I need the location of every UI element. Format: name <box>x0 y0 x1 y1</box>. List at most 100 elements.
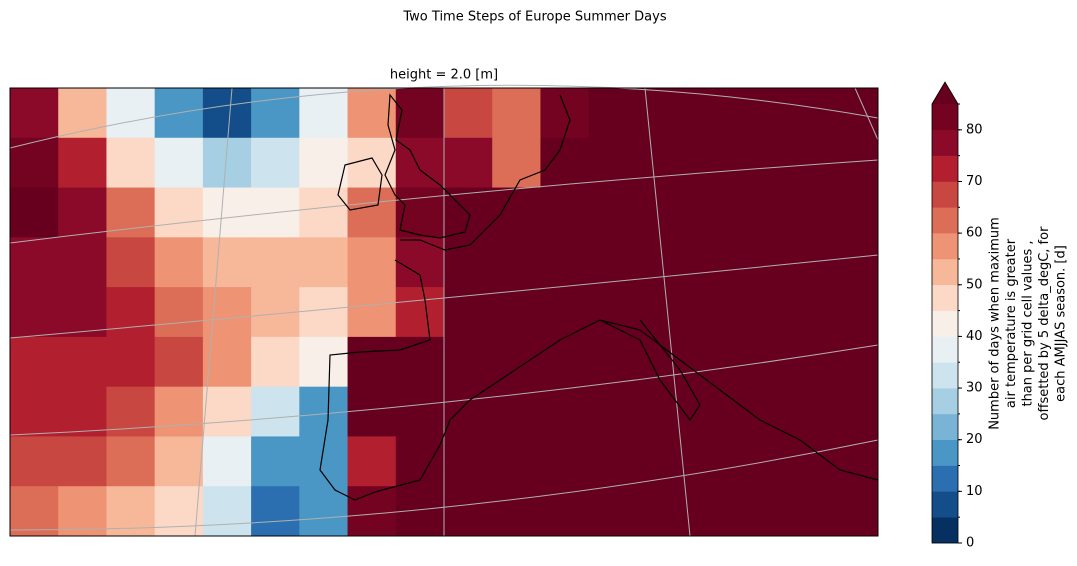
map-cell <box>685 237 734 288</box>
map-cell <box>395 336 445 388</box>
colorbar-segment <box>932 336 958 363</box>
map-cell <box>636 436 686 487</box>
continent-coast <box>400 94 571 251</box>
map-cell <box>10 486 59 537</box>
map-cell <box>540 137 590 189</box>
map-cell <box>829 187 879 238</box>
map-cell <box>299 137 349 189</box>
map-cell <box>58 436 107 487</box>
map-cell <box>10 287 59 338</box>
map-cell <box>154 137 204 189</box>
map-cell <box>10 137 59 189</box>
map-cell <box>685 88 734 139</box>
map-cell <box>347 486 397 537</box>
map-cell <box>251 137 300 189</box>
map-cell <box>347 187 397 238</box>
colorbar-segment <box>932 233 958 260</box>
map-cell <box>492 237 541 288</box>
map-cell <box>588 386 638 437</box>
map-cell <box>299 187 349 238</box>
colorbar-tick-label: 60 <box>966 226 983 241</box>
map-cell <box>58 336 107 388</box>
colorbar-segment <box>932 207 958 234</box>
map-cell <box>444 287 493 338</box>
map-cell <box>636 336 686 388</box>
map-cell <box>492 386 541 437</box>
coastline <box>319 93 879 501</box>
map-cell <box>492 187 541 238</box>
map-cell <box>444 336 493 388</box>
map-cell <box>58 187 107 238</box>
map-cell <box>781 486 831 537</box>
map-cell <box>588 436 638 487</box>
colorbar-tick-label: 30 <box>966 381 983 396</box>
colorbar-segment <box>932 439 958 466</box>
map-cell <box>299 336 349 388</box>
colorbar-segment <box>932 104 958 131</box>
map-cell <box>154 187 204 238</box>
colorbar-extend-arrow <box>932 82 958 104</box>
map-cell <box>685 336 734 388</box>
map-cell <box>685 436 734 487</box>
colorbar-tick-label: 0 <box>966 536 974 551</box>
longitude-line <box>644 87 691 537</box>
map-cell <box>829 88 879 139</box>
map-cell <box>395 436 445 487</box>
map-cell <box>154 287 204 338</box>
map-cell <box>202 88 252 139</box>
map-cell <box>58 486 107 537</box>
map-cell <box>299 237 349 288</box>
map-cell <box>588 336 638 388</box>
map-cell <box>492 336 541 388</box>
map-cell <box>106 187 156 238</box>
colorbar-label: each AMJJAS season. [d] <box>1054 245 1069 402</box>
colorbar-label: than per grid cell values , <box>1021 240 1036 406</box>
map-cell <box>588 88 638 139</box>
colorbar-segment <box>932 155 958 182</box>
map-cell <box>492 486 541 537</box>
map-cell <box>781 336 831 388</box>
map-cell <box>154 386 204 437</box>
map-cell <box>781 386 831 437</box>
colorbar-segment <box>932 465 958 492</box>
map-cell <box>829 436 879 487</box>
colorbar-segment <box>932 388 958 415</box>
map-cell <box>10 187 59 238</box>
map-cell <box>58 237 107 288</box>
map-cell <box>540 486 590 537</box>
map-cell <box>492 137 541 189</box>
map-cells <box>10 88 879 537</box>
map-cell <box>685 486 734 537</box>
map-cell <box>251 386 300 437</box>
map-cell <box>347 237 397 288</box>
map-cell <box>733 386 783 437</box>
map-cell <box>299 287 349 338</box>
map-cell <box>10 237 59 288</box>
map-cell <box>202 336 252 388</box>
map-cell <box>781 287 831 338</box>
colorbar-segment <box>932 517 958 544</box>
map-cell <box>444 386 493 437</box>
map-cell <box>588 287 638 338</box>
map-cell <box>106 137 156 189</box>
map-cell <box>251 486 300 537</box>
map-cell <box>395 88 445 139</box>
map-cell <box>58 386 107 437</box>
map-subtitle: height = 2.0 [m] <box>390 68 498 83</box>
map-cell <box>347 436 397 487</box>
map-cell <box>540 386 590 437</box>
map-cell <box>829 386 879 437</box>
map-cell <box>685 386 734 437</box>
latitude-line <box>9 344 879 436</box>
map-cell <box>251 88 300 139</box>
map-cell <box>202 187 252 238</box>
map-cell <box>685 137 734 189</box>
map-cell <box>251 237 300 288</box>
map-cell <box>106 88 156 139</box>
map-cell <box>444 486 493 537</box>
colorbar-segment <box>932 413 958 441</box>
latitude-line <box>9 254 879 339</box>
colorbar-segment <box>932 362 958 389</box>
colorbar-segment <box>932 129 958 156</box>
map-cell <box>829 486 879 537</box>
